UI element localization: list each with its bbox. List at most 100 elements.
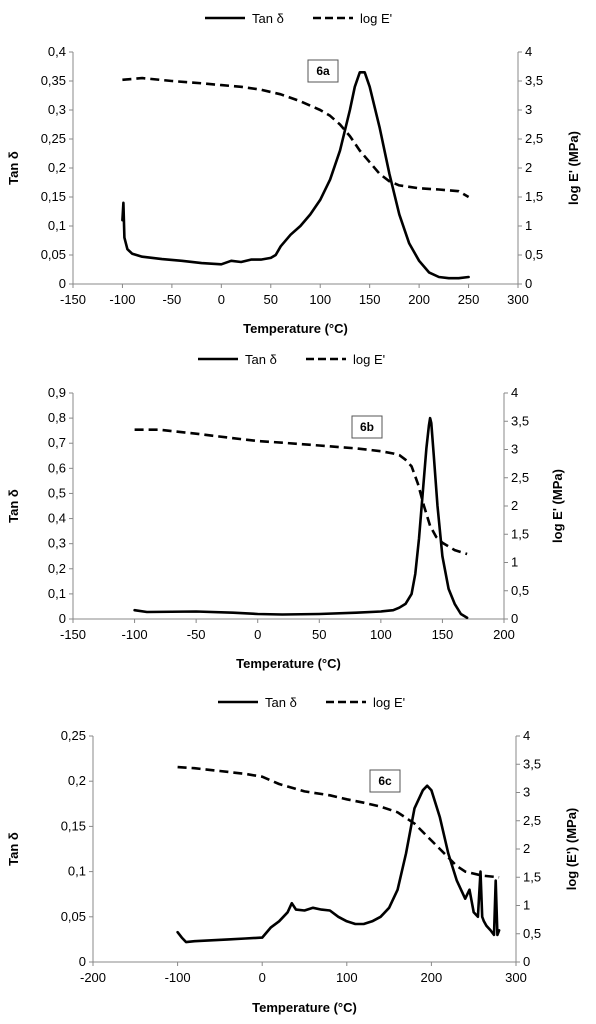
- y2-axis-title: log E' (MPa): [566, 131, 581, 205]
- y2-axis-title: log (E') (MPa): [564, 808, 579, 891]
- y-tick-label: 0,05: [61, 909, 86, 924]
- panel-tag-box: [369, 769, 401, 793]
- legend-label: Tan δ: [265, 695, 297, 710]
- y-axis-title: Tan δ: [6, 151, 21, 185]
- y2-tick-label: 1: [511, 555, 518, 570]
- y2-tick-label: 2: [525, 160, 532, 175]
- x-tick-label: -50: [187, 627, 206, 642]
- y2-tick-label: 4: [523, 728, 530, 743]
- y2-tick-label: 0: [511, 611, 518, 626]
- legend-label: Tan δ: [252, 11, 284, 26]
- y2-tick-label: 0,5: [511, 583, 529, 598]
- panel-tag-box: [351, 415, 383, 439]
- y-tick-label: 0,1: [48, 218, 66, 233]
- x-tick-label: 50: [264, 292, 278, 307]
- y2-tick-label: 1: [523, 898, 530, 913]
- x-tick-label: -150: [60, 292, 86, 307]
- y2-tick-label: 2: [523, 841, 530, 856]
- series-line-tan-delta: [176, 784, 501, 944]
- y-tick-label: 0,3: [48, 102, 66, 117]
- series-line-tan-delta: [121, 71, 470, 280]
- y-tick-label: 0,2: [48, 160, 66, 175]
- x-tick-label: 200: [408, 292, 430, 307]
- y-tick-label: 0,05: [41, 247, 66, 262]
- chart-panel-1: -150 -100 -50 0 50 100 150 200 250 30000,050,10,1…: [6, 11, 581, 336]
- x-tick-label: 0: [218, 292, 225, 307]
- y-tick-label: 0,6: [48, 460, 66, 475]
- series-line-tan-delta: [133, 416, 469, 620]
- y2-tick-label: 4: [525, 44, 532, 59]
- y-axis-title: Tan δ: [6, 489, 21, 523]
- y-tick-label: 0,4: [48, 44, 66, 59]
- panel-tag-label: 6c: [378, 774, 392, 788]
- x-axis-title: Temperature (°C): [236, 656, 341, 671]
- y-tick-label: 0: [79, 954, 86, 969]
- x-tick-label: -150: [60, 627, 86, 642]
- chart-panel-2: -150 -100 -50 0 50 100 150 20000,10,20,30,40,50…: [6, 352, 565, 671]
- y2-tick-label: 1,5: [525, 189, 543, 204]
- y2-tick-label: 3,5: [525, 73, 543, 88]
- y-tick-label: 0,3: [48, 536, 66, 551]
- x-tick-label: 150: [359, 292, 381, 307]
- series-line-log-e: [122, 76, 470, 199]
- x-axis-title: Temperature (°C): [243, 321, 348, 336]
- y-tick-label: 0,4: [48, 511, 66, 526]
- x-tick-label: 200: [493, 627, 515, 642]
- legend: Tan δ log E': [198, 352, 385, 367]
- y2-tick-label: 3: [511, 442, 518, 457]
- x-tick-label: -100: [165, 970, 191, 985]
- y-tick-label: 0,15: [61, 818, 86, 833]
- y2-tick-label: 3: [525, 102, 532, 117]
- chart-panel-3: -200 -100 0 100 200 30000,050,10,150,20,2500,…: [6, 695, 579, 1015]
- y-tick-label: 0,2: [68, 773, 86, 788]
- y-tick-label: 0,9: [48, 385, 66, 400]
- y-tick-label: 0,7: [48, 435, 66, 450]
- y-axis-title: Tan δ: [6, 832, 21, 866]
- y2-tick-label: 2: [511, 498, 518, 513]
- x-tick-label: 150: [432, 627, 454, 642]
- x-axis-title: Temperature (°C): [252, 1000, 357, 1015]
- y2-axis-title: log E' (MPa): [550, 469, 565, 543]
- y-tick-label: 0: [59, 611, 66, 626]
- x-tick-label: 100: [336, 970, 358, 985]
- legend: Tan δ log E': [218, 695, 405, 710]
- panel-tag-label: 6b: [360, 420, 374, 434]
- panel-tag-box: [307, 59, 339, 83]
- x-tick-label: 0: [259, 970, 266, 985]
- y-tick-label: 0,8: [48, 410, 66, 425]
- x-tick-label: 50: [312, 627, 326, 642]
- series-line-log-e: [177, 765, 500, 879]
- x-tick-label: 100: [370, 627, 392, 642]
- x-tick-label: 300: [507, 292, 529, 307]
- y2-tick-label: 0: [525, 276, 532, 291]
- y2-tick-label: 3: [523, 785, 530, 800]
- y-tick-label: 0,25: [41, 131, 66, 146]
- y2-tick-label: 1,5: [523, 869, 541, 884]
- y2-tick-label: 3,5: [511, 413, 529, 428]
- y-tick-label: 0,2: [48, 561, 66, 576]
- y2-tick-label: 2,5: [523, 813, 541, 828]
- y-tick-label: 0,5: [48, 485, 66, 500]
- y-tick-label: 0,35: [41, 73, 66, 88]
- y2-tick-label: 2,5: [511, 470, 529, 485]
- x-tick-label: 300: [505, 970, 527, 985]
- x-tick-label: 250: [458, 292, 480, 307]
- legend-label: Tan δ: [245, 352, 277, 367]
- x-tick-label: 0: [254, 627, 261, 642]
- legend-label: log E': [373, 695, 405, 710]
- x-tick-label: 200: [421, 970, 443, 985]
- y2-tick-label: 0,5: [525, 247, 543, 262]
- x-tick-label: 100: [309, 292, 331, 307]
- y-tick-label: 0: [59, 276, 66, 291]
- legend: Tan δ log E': [205, 11, 392, 26]
- y-tick-label: 0,25: [61, 728, 86, 743]
- panel-tag-label: 6a: [316, 64, 330, 78]
- y-tick-label: 0,1: [48, 586, 66, 601]
- y2-tick-label: 0: [523, 954, 530, 969]
- series-line-log-e: [134, 428, 468, 556]
- y2-tick-label: 2,5: [525, 131, 543, 146]
- legend-label: log E': [353, 352, 385, 367]
- x-tick-label: -100: [122, 627, 148, 642]
- y2-tick-label: 3,5: [523, 756, 541, 771]
